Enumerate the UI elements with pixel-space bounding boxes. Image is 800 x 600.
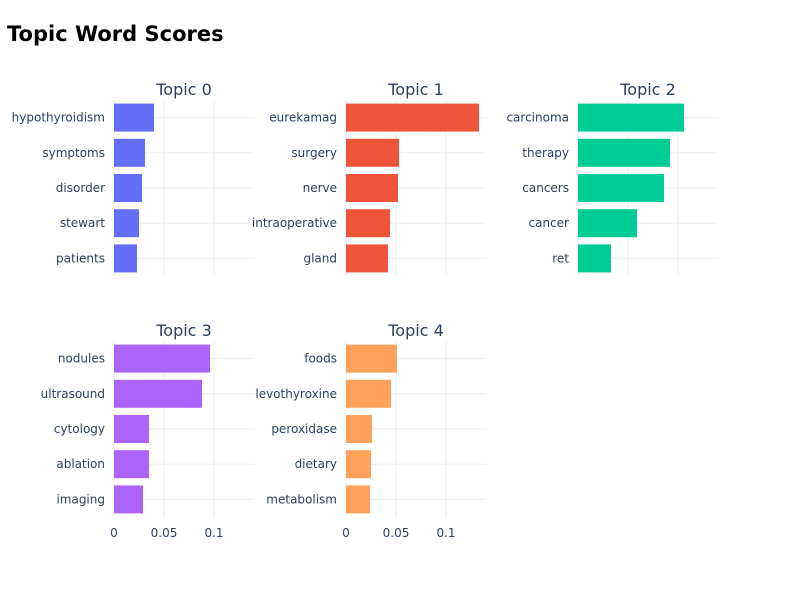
category-label: ultrasound: [41, 387, 105, 401]
bar-cytology: [114, 415, 149, 443]
bar-metabolism: [346, 485, 370, 514]
category-label: symptoms: [42, 146, 105, 160]
category-label: dietary: [295, 457, 337, 471]
bar-cancers: [578, 174, 664, 202]
category-label: cancer: [529, 216, 570, 230]
bar-intraoperative: [346, 209, 390, 238]
x-tick-label: 0: [342, 526, 350, 540]
bar-gland: [346, 244, 388, 273]
bar-ret: [578, 244, 611, 273]
x-tick-label: 0.1: [204, 526, 223, 540]
bar-disorder: [114, 174, 142, 202]
category-label: eurekamag: [269, 111, 337, 125]
subplot-title-4: Topic 4: [387, 321, 444, 340]
category-label: metabolism: [266, 492, 337, 506]
x-tick-label: 0.05: [383, 526, 410, 540]
bar-symptoms: [114, 138, 145, 167]
bar-therapy: [578, 138, 670, 167]
bar-peroxidase: [346, 415, 372, 443]
category-label: cancers: [522, 181, 569, 195]
bar-carcinoma: [578, 103, 684, 132]
category-label: carcinoma: [506, 111, 569, 125]
bar-surgery: [346, 138, 399, 167]
bar-hypothyroidism: [114, 103, 154, 132]
bar-ablation: [114, 450, 149, 479]
chart-title: Topic Word Scores: [7, 22, 224, 46]
x-tick-label: 0.1: [436, 526, 455, 540]
bar-dietary: [346, 450, 371, 479]
category-label: patients: [56, 251, 105, 265]
bar-nerve: [346, 174, 398, 202]
category-label: nerve: [303, 181, 337, 195]
category-label: peroxidase: [271, 422, 337, 436]
x-tick-label: 0.05: [151, 526, 178, 540]
bar-foods: [346, 344, 397, 373]
bar-nodules: [114, 344, 210, 373]
subplot-title-1: Topic 1: [387, 80, 444, 99]
category-label: intraoperative: [252, 216, 337, 230]
subplot-title-2: Topic 2: [619, 80, 676, 99]
bar-eurekamag: [346, 103, 479, 132]
x-tick-label: 0: [110, 526, 118, 540]
category-label: therapy: [522, 146, 569, 160]
bar-patients: [114, 244, 137, 273]
subplot-title-0: Topic 0: [155, 80, 212, 99]
category-label: disorder: [56, 181, 105, 195]
category-label: ablation: [56, 457, 105, 471]
bar-levothyroxine: [346, 379, 391, 408]
bar-imaging: [114, 485, 143, 514]
category-label: nodules: [58, 352, 105, 366]
subplot-title-3: Topic 3: [155, 321, 212, 340]
bar-cancer: [578, 209, 637, 238]
category-label: cytology: [54, 422, 105, 436]
category-label: ret: [552, 251, 569, 265]
category-label: foods: [304, 352, 337, 366]
category-label: imaging: [56, 492, 105, 506]
category-label: hypothyroidism: [12, 111, 105, 125]
category-label: stewart: [60, 216, 105, 230]
category-label: gland: [303, 251, 337, 265]
bar-ultrasound: [114, 379, 202, 408]
category-label: levothyroxine: [255, 387, 337, 401]
bar-stewart: [114, 209, 139, 238]
category-label: surgery: [291, 146, 337, 160]
